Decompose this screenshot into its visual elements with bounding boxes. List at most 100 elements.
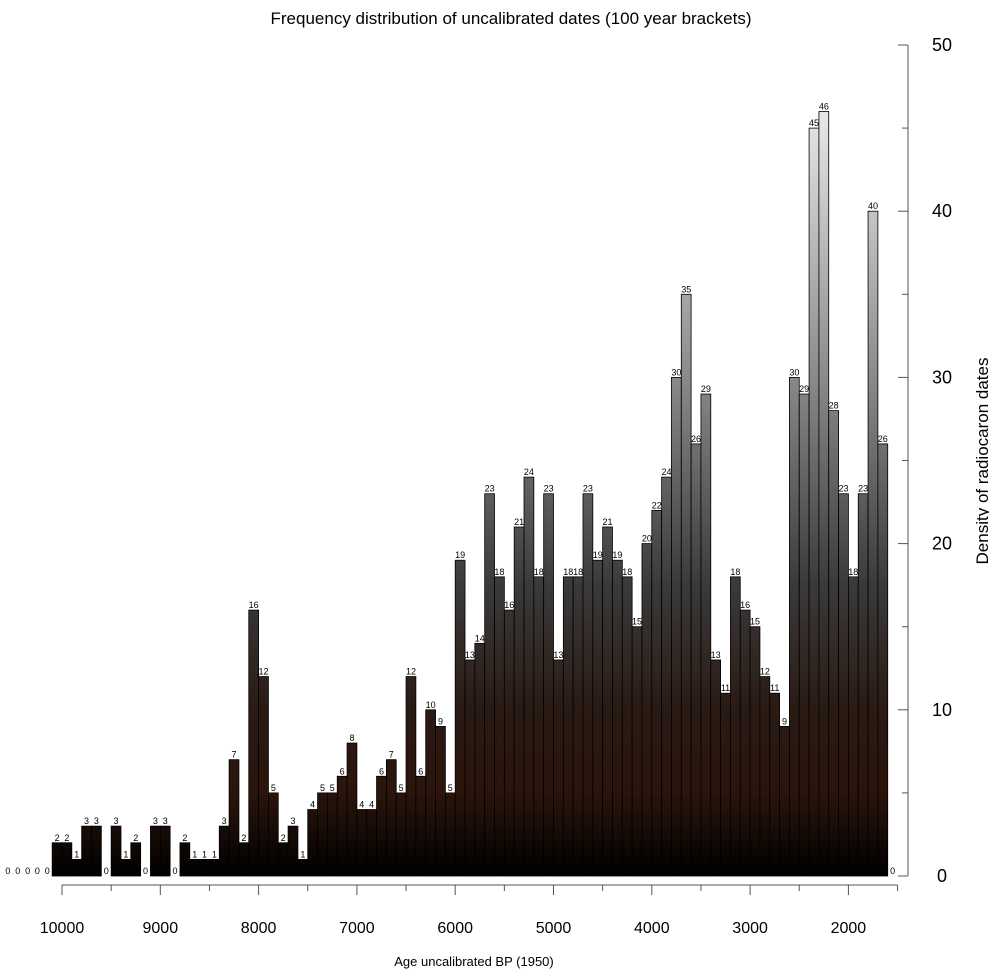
bar-value-label: 3 xyxy=(222,816,227,826)
bar-value-label: 7 xyxy=(232,750,237,760)
histogram-bar xyxy=(562,576,574,877)
bar-value-label: 12 xyxy=(259,667,269,677)
histogram-bar xyxy=(258,676,269,877)
bar-value-label: 26 xyxy=(691,434,701,444)
histogram-bar xyxy=(572,576,584,877)
bar-value-label: 1 xyxy=(192,849,197,859)
histogram-bar xyxy=(444,792,456,877)
histogram-bar xyxy=(818,111,830,877)
bar-value-label: 2 xyxy=(55,833,60,843)
bar-value-label: 23 xyxy=(838,484,848,494)
bar-value-label: 5 xyxy=(448,783,453,793)
histogram-bar xyxy=(327,792,338,877)
bar-value-label: 2 xyxy=(281,833,286,843)
histogram-bar xyxy=(739,609,751,877)
histogram-bar xyxy=(838,493,849,877)
histogram-bar xyxy=(484,493,495,877)
bar-value-label: 1 xyxy=(300,849,305,859)
bar-value-label: 18 xyxy=(494,567,504,577)
y-tick-label: 30 xyxy=(932,367,952,387)
histogram-bar xyxy=(435,726,446,877)
histogram-bar xyxy=(464,659,476,877)
bar-value-label: 6 xyxy=(379,766,384,776)
histogram-bar xyxy=(621,576,633,877)
histogram-bar xyxy=(779,726,790,877)
bar-value-label: 0 xyxy=(890,866,895,876)
bar-value-label: 16 xyxy=(249,600,259,610)
histogram-bar xyxy=(51,842,63,877)
bars-group xyxy=(51,111,889,877)
bar-value-label: 30 xyxy=(789,367,799,377)
bar-value-label: 4 xyxy=(310,800,315,810)
histogram-bar xyxy=(543,493,554,877)
histogram-bar xyxy=(277,842,289,877)
x-tick-label: 3000 xyxy=(732,920,768,937)
histogram-bar xyxy=(848,576,859,877)
histogram-bar xyxy=(189,858,201,877)
histogram-bar xyxy=(91,825,102,877)
histogram-bar xyxy=(268,792,279,877)
histogram-bar xyxy=(385,759,397,877)
x-axis: 10000 9000 8000 7000 6000 5000 4000 3000 2000 xyxy=(40,884,899,937)
histogram-bar xyxy=(159,825,171,877)
bar-value-label: 0 xyxy=(104,866,109,876)
histogram-bar xyxy=(395,792,407,877)
bar-value-label: 40 xyxy=(868,201,878,211)
histogram-bar xyxy=(700,393,712,877)
histogram-bar xyxy=(81,825,92,877)
bar-value-label: 16 xyxy=(504,600,514,610)
histogram-bar xyxy=(680,293,692,877)
x-tick-label: 10000 xyxy=(40,920,85,937)
bar-value-label: 13 xyxy=(711,650,721,660)
bar-value-label: 0 xyxy=(35,866,40,876)
bar-value-label: 21 xyxy=(514,517,524,527)
bar-value-label: 9 xyxy=(438,716,443,726)
bar-value-label: 2 xyxy=(133,833,138,843)
histogram-bar xyxy=(602,526,613,877)
bar-value-label: 23 xyxy=(485,484,495,494)
bar-value-label: 24 xyxy=(524,467,534,477)
bar-value-label: 23 xyxy=(858,484,868,494)
bar-value-label: 18 xyxy=(573,567,583,577)
histogram-bar xyxy=(425,709,436,877)
histogram-bar xyxy=(307,809,318,877)
bar-value-label: 7 xyxy=(389,750,394,760)
chart-title: Frequency distribution of uncalibrated d… xyxy=(271,9,752,28)
histogram-bar xyxy=(769,692,780,877)
x-tick-label: 4000 xyxy=(634,920,670,937)
histogram-bar xyxy=(789,376,800,877)
bar-value-label: 0 xyxy=(5,866,10,876)
bar-value-label: 13 xyxy=(465,650,475,660)
histogram-bar xyxy=(130,842,142,877)
histogram-bar xyxy=(661,476,672,877)
bar-value-label: 3 xyxy=(153,816,158,826)
bar-value-label: 6 xyxy=(418,766,423,776)
bar-value-label: 29 xyxy=(701,384,711,394)
y-tick-label: 50 xyxy=(932,35,952,55)
histogram-bar xyxy=(828,410,839,877)
histogram-bar xyxy=(503,609,515,877)
bar-value-label: 18 xyxy=(534,567,544,577)
histogram-bar xyxy=(749,626,761,877)
histogram-bar xyxy=(454,559,466,877)
y-tick-label: 0 xyxy=(937,866,947,886)
histogram-bar xyxy=(730,576,741,877)
histogram-bar xyxy=(631,626,643,877)
bar-value-label: 3 xyxy=(84,816,89,826)
bar-value-label: 0 xyxy=(25,866,30,876)
bar-value-label: 26 xyxy=(878,434,888,444)
bar-value-label: 23 xyxy=(583,484,593,494)
histogram-bar xyxy=(405,676,417,877)
bar-value-label: 9 xyxy=(782,716,787,726)
bar-value-label: 1 xyxy=(202,849,207,859)
x-axis-label: Age uncalibrated BP (1950) xyxy=(394,954,553,969)
bar-value-label: 10 xyxy=(426,700,436,710)
histogram-bar xyxy=(356,809,368,877)
histogram-bar xyxy=(798,393,810,877)
histogram-bar xyxy=(287,825,299,877)
bar-value-label: 30 xyxy=(671,367,681,377)
histogram-bar xyxy=(415,775,427,877)
